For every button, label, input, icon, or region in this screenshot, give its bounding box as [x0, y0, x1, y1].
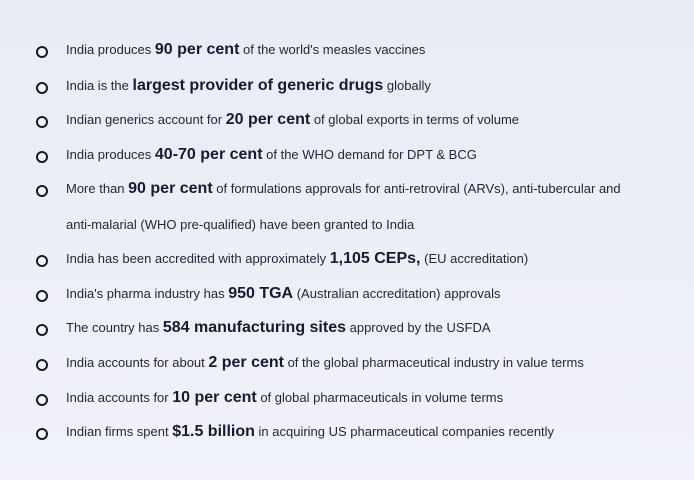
circle-bullet-icon: [36, 359, 48, 371]
fact-highlight: 90 per cent: [154, 41, 240, 58]
fact-text: More than 90 per cent of formulations ap…: [66, 180, 621, 197]
circle-bullet-icon: [36, 46, 48, 58]
fact-text-continuation: anti-malarial (WHO pre-qualified) have b…: [66, 217, 415, 232]
fact-text: Indian firms spent $1.5 billion in acqui…: [66, 423, 555, 440]
circle-bullet-icon: [36, 290, 48, 302]
circle-bullet-icon: [36, 394, 48, 406]
circle-bullet-icon: [36, 116, 48, 128]
fact-highlight: 2 per cent: [208, 354, 284, 371]
fact-text: India produces 90 per cent of the world'…: [66, 41, 426, 58]
fact-highlight: 90 per cent: [128, 180, 213, 197]
fact-text: The country has 584 manufacturing sites …: [66, 319, 491, 336]
fact-highlight: 20 per cent: [225, 111, 311, 128]
circle-bullet-icon: [36, 82, 48, 94]
fact-highlight: largest provider of generic drugs: [132, 77, 384, 94]
circle-bullet-icon: [36, 151, 48, 163]
circle-bullet-icon: [36, 428, 48, 440]
fact-highlight: 40-70 per cent: [154, 146, 263, 163]
fact-text: India accounts for 10 per cent of global…: [66, 389, 504, 406]
fact-text: India produces 40-70 per cent of the WHO…: [66, 146, 477, 163]
fact-text: India is the largest provider of generic…: [66, 77, 431, 94]
fact-highlight: 950 TGA: [228, 285, 294, 302]
fact-text: Indian generics account for 20 per cent …: [66, 111, 520, 128]
circle-bullet-icon: [36, 185, 48, 197]
circle-bullet-icon: [36, 255, 48, 267]
fact-highlight: $1.5 billion: [172, 423, 255, 440]
fact-text: India accounts for about 2 per cent of t…: [66, 354, 584, 371]
fact-highlight: 584 manufacturing sites: [162, 319, 346, 336]
fact-text: India has been accredited with approxima…: [66, 250, 529, 267]
fact-highlight: 1,105 CEPs,: [329, 250, 421, 267]
circle-bullet-icon: [36, 324, 48, 336]
fact-highlight: 10 per cent: [172, 389, 257, 406]
fact-text: India's pharma industry has 950 TGA (Aus…: [66, 285, 501, 302]
